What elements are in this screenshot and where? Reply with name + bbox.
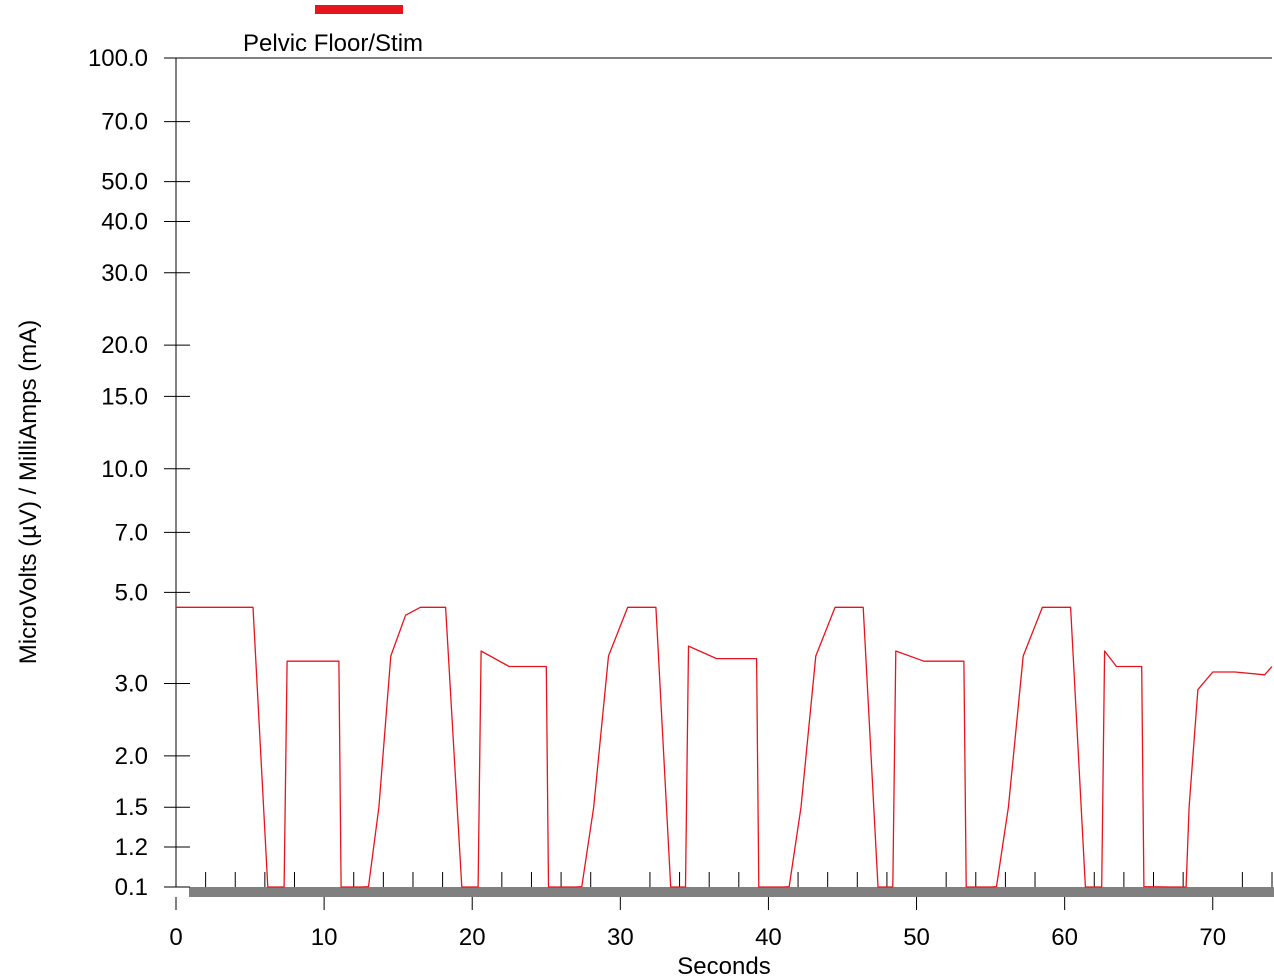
y-tick-label-40.0: 40.0: [101, 208, 148, 235]
legend-label-pelvic-floor-stim: Pelvic Floor/Stim: [243, 30, 423, 57]
y-ticks: 100.0 70.0 50.0 40.0 30.0 20.0 15.0 10.0 7.0 5.0 3…: [88, 45, 190, 901]
legend: Pelvic Floor/Stim: [243, 5, 423, 57]
y-tick-label-70.0: 70.0: [101, 109, 148, 136]
x-tick-label-40: 40: [755, 924, 782, 951]
y-tick-label-0.1: 0.1: [115, 874, 148, 901]
x-tick-label-0: 0: [169, 924, 182, 951]
y-tick-label-7.0: 7.0: [115, 519, 148, 546]
y-tick-label-2.0: 2.0: [115, 743, 148, 770]
y-tick-label-3.0: 3.0: [115, 671, 148, 698]
series-line-pelvic-floor-stim: [176, 606, 1273, 888]
y-tick-label-5.0: 5.0: [115, 579, 148, 606]
y-tick-label-30.0: 30.0: [101, 260, 148, 287]
legend-swatch-pelvic-floor-stim: [315, 5, 403, 14]
series-group: [176, 606, 1273, 888]
y-axis-title: MicroVolts (µV) / MilliAmps (mA): [15, 320, 42, 665]
x-tick-label-50: 50: [903, 924, 930, 951]
y-tick-label-20.0: 20.0: [101, 332, 148, 359]
x-axis-baseline-bar: [189, 887, 1274, 897]
y-tick-label-1.5: 1.5: [115, 794, 148, 821]
y-tick-label-1.2: 1.2: [115, 834, 148, 861]
x-tick-label-20: 20: [459, 924, 486, 951]
x-axis-title: Seconds: [677, 953, 770, 978]
y-tick-label-100.0: 100.0: [88, 45, 148, 72]
x-tick-label-30: 30: [607, 924, 634, 951]
x-tick-label-10: 10: [311, 924, 338, 951]
minor-ticks: [205, 872, 1273, 887]
x-ticks: 0 10 20 30 40 50 60 70: [169, 897, 1226, 951]
axes: [175, 57, 1274, 897]
x-tick-label-70: 70: [1199, 924, 1226, 951]
y-tick-label-10.0: 10.0: [101, 456, 148, 483]
x-tick-label-60: 60: [1051, 924, 1078, 951]
y-tick-label-50.0: 50.0: [101, 169, 148, 196]
y-tick-label-15.0: 15.0: [101, 383, 148, 410]
